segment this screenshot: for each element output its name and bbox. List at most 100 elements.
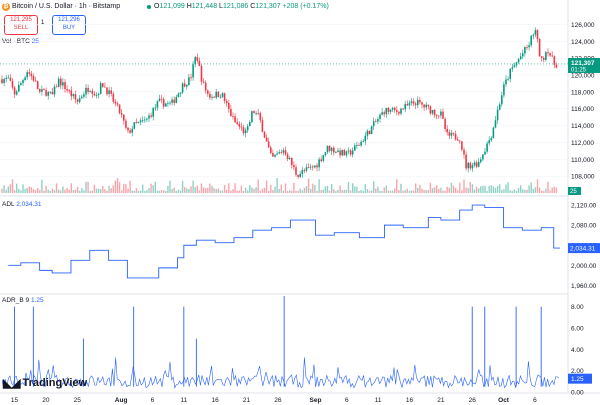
volume-bar xyxy=(507,182,509,193)
candle-body xyxy=(228,103,230,109)
sell-button[interactable]: 121,295 SELL xyxy=(4,15,38,35)
candle-body xyxy=(181,83,184,93)
volume-bar xyxy=(331,184,333,193)
volume-bar xyxy=(373,181,375,193)
volume-bar xyxy=(408,190,411,193)
tradingview-logo[interactable]: ◣◢ TradingView xyxy=(3,375,87,391)
volume-bar xyxy=(291,190,293,193)
volume-bar xyxy=(396,179,398,193)
volume-bar xyxy=(436,185,438,193)
adl-legend[interactable]: ADL 2,034.31 xyxy=(2,201,42,208)
volume-bar xyxy=(415,183,417,193)
volume-bar xyxy=(202,187,205,193)
volume-bar xyxy=(171,189,173,193)
volume-bar xyxy=(223,184,226,193)
candle-body xyxy=(404,104,406,110)
volume-bar xyxy=(320,190,322,193)
volume-bar xyxy=(379,190,381,193)
volume-bar xyxy=(249,184,251,193)
price-tick-label: 116,000 xyxy=(571,106,594,113)
candle-body xyxy=(473,162,476,166)
candle-body xyxy=(299,173,301,177)
volume-bar xyxy=(49,190,51,193)
candle-body xyxy=(383,112,385,115)
adr-label: ADR_B xyxy=(2,297,24,304)
volume-bar xyxy=(278,189,280,193)
candle-body xyxy=(116,103,119,105)
volume-bar xyxy=(301,190,303,193)
volume-bar xyxy=(253,188,255,193)
volume-bar xyxy=(440,187,442,193)
candle-body xyxy=(255,112,257,114)
candle-body xyxy=(429,106,432,114)
volume-bar xyxy=(268,190,270,193)
volume-bar xyxy=(362,190,364,193)
price-tick-label: 126,000 xyxy=(571,22,595,29)
candle-body xyxy=(333,147,335,153)
volume-bar xyxy=(81,188,83,193)
volume-bar xyxy=(303,187,306,193)
candle-body xyxy=(194,57,196,65)
volume-bar xyxy=(400,183,402,193)
adr-legend[interactable]: ADR_B 9 1.25 xyxy=(2,297,44,304)
last-price-tag xyxy=(568,57,600,73)
price-tick-label: 110,000 xyxy=(571,157,594,164)
volume-bar xyxy=(370,190,373,193)
volume-bar xyxy=(244,187,247,193)
volume-bar xyxy=(284,183,287,193)
candle-body xyxy=(221,93,224,97)
candle-body xyxy=(364,135,367,142)
volume-bar xyxy=(53,190,56,193)
volume-bar xyxy=(461,190,463,193)
volume-bar xyxy=(503,189,505,193)
buy-button[interactable]: 121,296 BUY xyxy=(52,15,86,35)
volume-bar xyxy=(444,190,446,193)
volume-bar xyxy=(339,185,341,193)
volume-bar xyxy=(34,190,37,193)
volume-bar xyxy=(139,190,142,193)
volume-bar xyxy=(406,188,408,193)
chart-header: ₿ Bitcoin / U.S. Dollar · 1h · Bitstamp … xyxy=(0,0,590,14)
close-value: 121,307 xyxy=(255,3,281,10)
candle-body xyxy=(83,94,85,97)
volume-bar xyxy=(501,190,503,193)
volume-bar xyxy=(106,190,108,193)
candle-body xyxy=(165,103,167,107)
volume-bar xyxy=(72,190,75,193)
symbol-title[interactable]: Bitcoin / U.S. Dollar · 1h · Bitstamp xyxy=(12,3,121,10)
volume-bar xyxy=(64,189,66,193)
volume-bar xyxy=(190,186,192,193)
volume-bar xyxy=(341,190,343,193)
volume-bar xyxy=(228,183,230,193)
candle-body xyxy=(337,150,339,153)
volume-bar xyxy=(16,183,18,193)
volume-bar xyxy=(354,186,356,193)
adl-value-tag xyxy=(568,243,600,254)
candle-body xyxy=(417,99,419,106)
adr-tick-label: 6.00 xyxy=(571,326,584,333)
candle-body xyxy=(89,90,91,92)
candle-body xyxy=(459,140,461,142)
candle-body xyxy=(316,165,318,168)
volume-bar xyxy=(76,186,79,193)
candle-body xyxy=(425,104,427,108)
candle-body xyxy=(280,152,283,154)
volume-bar xyxy=(505,184,507,193)
volume-bar xyxy=(79,190,81,193)
candle-body xyxy=(385,107,388,115)
volume-bar xyxy=(404,190,406,193)
volume-bar xyxy=(5,189,7,193)
candle-body xyxy=(169,102,171,104)
adr-line xyxy=(1,357,559,389)
volume-bar xyxy=(60,190,62,193)
candle-body xyxy=(540,56,543,58)
adr-tick-label: 4.00 xyxy=(571,347,584,354)
ohlc-readout: O121,099 H121,448 L121,086 C121,307 +208… xyxy=(154,3,329,10)
volume-bar xyxy=(207,187,209,193)
volume-bar xyxy=(335,190,337,193)
candle-body xyxy=(11,80,14,88)
candle-body xyxy=(295,167,297,175)
volume-bar xyxy=(114,180,117,193)
